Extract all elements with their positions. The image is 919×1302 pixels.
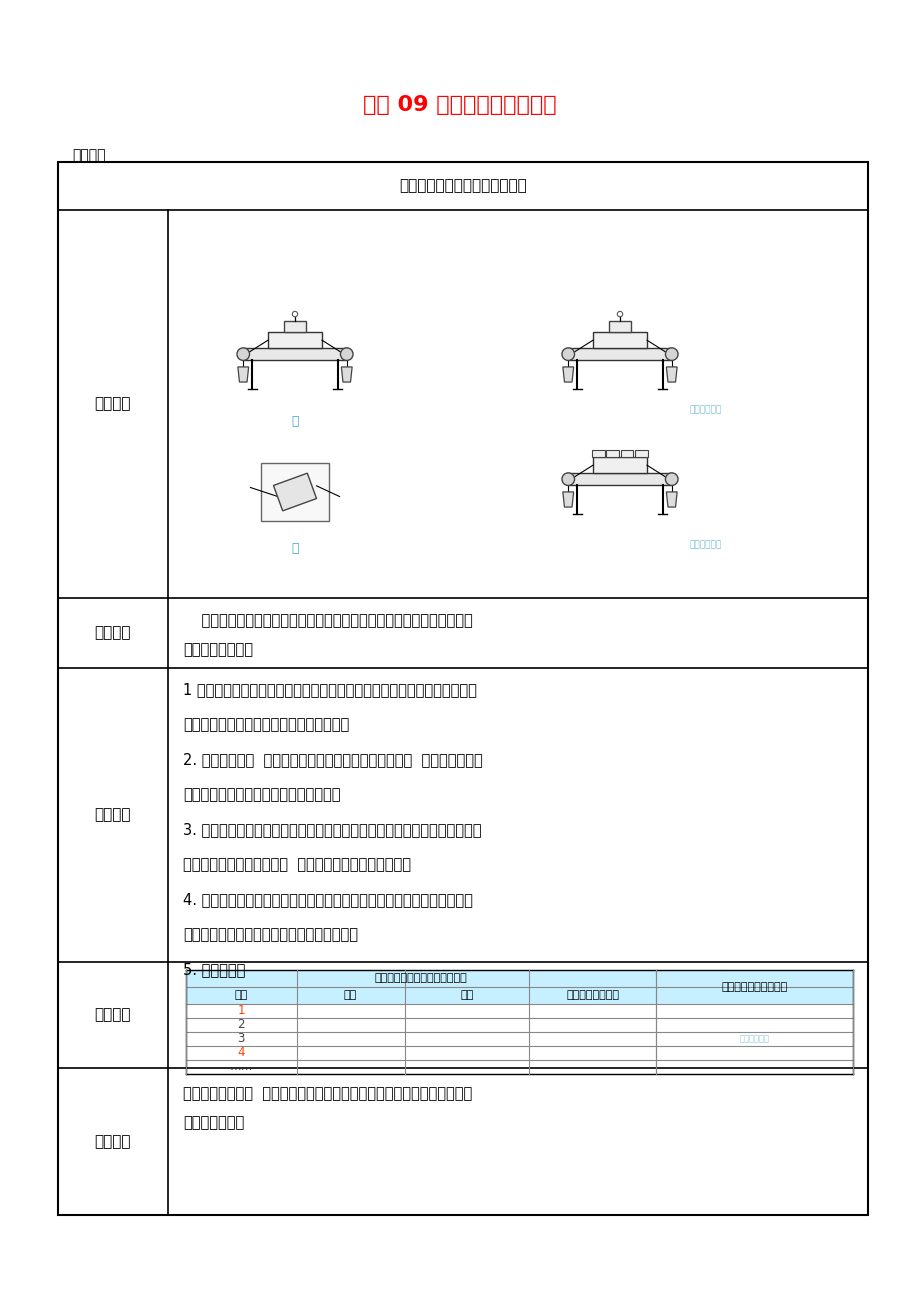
Circle shape bbox=[562, 473, 574, 486]
Polygon shape bbox=[562, 367, 573, 381]
Bar bbox=[606, 450, 618, 457]
Bar bbox=[568, 349, 671, 359]
Text: 丙: 丙 bbox=[291, 542, 299, 555]
Text: 5. 记录数据；: 5. 记录数据； bbox=[183, 962, 245, 976]
Text: 实验原理: 实验原理 bbox=[95, 625, 131, 641]
Text: 考点聚焦: 考点聚焦 bbox=[72, 148, 106, 161]
Bar bbox=[186, 987, 655, 1004]
Text: 实验结论: 实验结论 bbox=[95, 1134, 131, 1148]
Text: 1 如图甲所示，改变两端托盘中码码的质量，使其质量不同或相同，从而改: 1 如图甲所示，改变两端托盘中码码的质量，使其质量不同或相同，从而改 bbox=[183, 682, 476, 697]
Bar bbox=[635, 450, 647, 457]
Text: 初中实验攻略: 初中实验攻略 bbox=[739, 1035, 769, 1043]
Bar bbox=[608, 322, 630, 332]
Text: 实验 09 探究二力平衡的条件: 实验 09 探究二力平衡的条件 bbox=[363, 95, 556, 115]
Text: 方向不同，放手后观察小车的运动状态；: 方向不同，放手后观察小车的运动状态； bbox=[183, 786, 340, 802]
Text: 3. 让小车在水平桃面上处于静止状态，将小车扭转一个角度，如图丙所示，: 3. 让小车在水平桃面上处于静止状态，将小车扭转一个角度，如图丙所示， bbox=[183, 822, 481, 837]
Text: 初中实验攻略: 初中实验攻略 bbox=[689, 405, 721, 414]
Bar bbox=[620, 450, 633, 457]
Text: 是否在同一直线上: 是否在同一直线上 bbox=[565, 991, 618, 1000]
Text: 3: 3 bbox=[237, 1032, 244, 1046]
Text: 小车在水平方向所受二力的情况: 小车在水平方向所受二力的情况 bbox=[374, 974, 467, 983]
Circle shape bbox=[340, 348, 353, 361]
Bar bbox=[186, 970, 655, 987]
Text: 变力的大小，放手后观察小车的运动状态；: 变力的大小，放手后观察小车的运动状态； bbox=[183, 717, 349, 732]
Text: 甲: 甲 bbox=[291, 415, 299, 428]
Bar bbox=[267, 332, 322, 349]
Text: 4. 如图丁所示，两个力分别作用在两个小车上，也就是说两个力作用在不: 4. 如图丁所示，两个力分别作用在两个小车上，也就是说两个力作用在不 bbox=[183, 892, 472, 907]
Text: ……: …… bbox=[229, 1061, 253, 1074]
Circle shape bbox=[562, 348, 574, 361]
Bar bbox=[283, 322, 306, 332]
Text: 大小: 大小 bbox=[344, 991, 357, 1000]
Circle shape bbox=[664, 348, 677, 361]
Text: 探究过程: 探究过程 bbox=[95, 807, 131, 823]
Text: 2: 2 bbox=[237, 1018, 244, 1031]
Text: 方向: 方向 bbox=[460, 991, 473, 1000]
Text: 4: 4 bbox=[237, 1047, 244, 1060]
Text: 初中实验攻略: 初中实验攻略 bbox=[689, 540, 721, 549]
Text: 1: 1 bbox=[237, 1005, 244, 1017]
Bar bbox=[568, 474, 671, 486]
Bar bbox=[261, 462, 328, 521]
Text: 使两细线不在同一直线上，  放手后观察小车的运动状态；: 使两细线不在同一直线上， 放手后观察小车的运动状态； bbox=[183, 857, 411, 872]
Bar bbox=[655, 970, 852, 1004]
Text: 实验装置: 实验装置 bbox=[95, 397, 131, 411]
Text: 二力平衡的条件：  作用在同一物体上的两个力大小相等、方向相反、作用
在同一直线上。: 二力平衡的条件： 作用在同一物体上的两个力大小相等、方向相反、作用 在同一直线上… bbox=[183, 1086, 471, 1130]
Polygon shape bbox=[238, 367, 248, 381]
Text: 小车受到几个力的作用，小车处于静止状态或匀速直线运动状态，那么
这几个力相互平衡: 小车受到几个力的作用，小车处于静止状态或匀速直线运动状态，那么 这几个力相互平衡 bbox=[183, 613, 472, 658]
Bar bbox=[593, 457, 646, 474]
Bar bbox=[593, 332, 646, 349]
Bar bbox=[243, 349, 346, 359]
Bar bbox=[58, 161, 867, 1215]
Text: 记录表格: 记录表格 bbox=[95, 1008, 131, 1022]
Polygon shape bbox=[562, 492, 573, 506]
Polygon shape bbox=[341, 367, 352, 381]
Polygon shape bbox=[273, 473, 316, 510]
Text: 同物体上，放手后观察此时小车所处的状态；: 同物体上，放手后观察此时小车所处的状态； bbox=[183, 927, 357, 943]
Circle shape bbox=[237, 348, 249, 361]
Text: 探究课题：探究二力平衡的条件: 探究课题：探究二力平衡的条件 bbox=[399, 178, 527, 194]
Polygon shape bbox=[665, 367, 676, 381]
Text: 小车运动状态是否改变: 小车运动状态是否改变 bbox=[720, 982, 787, 992]
Polygon shape bbox=[665, 492, 676, 506]
Circle shape bbox=[664, 473, 677, 486]
Text: 2. 如图乙所示，  将右边托盘上的码码放到左边托盘上，  从而使两个力的: 2. 如图乙所示， 将右边托盘上的码码放到左边托盘上， 从而使两个力的 bbox=[183, 753, 482, 767]
Bar bbox=[592, 450, 604, 457]
Text: 序号: 序号 bbox=[234, 991, 247, 1000]
